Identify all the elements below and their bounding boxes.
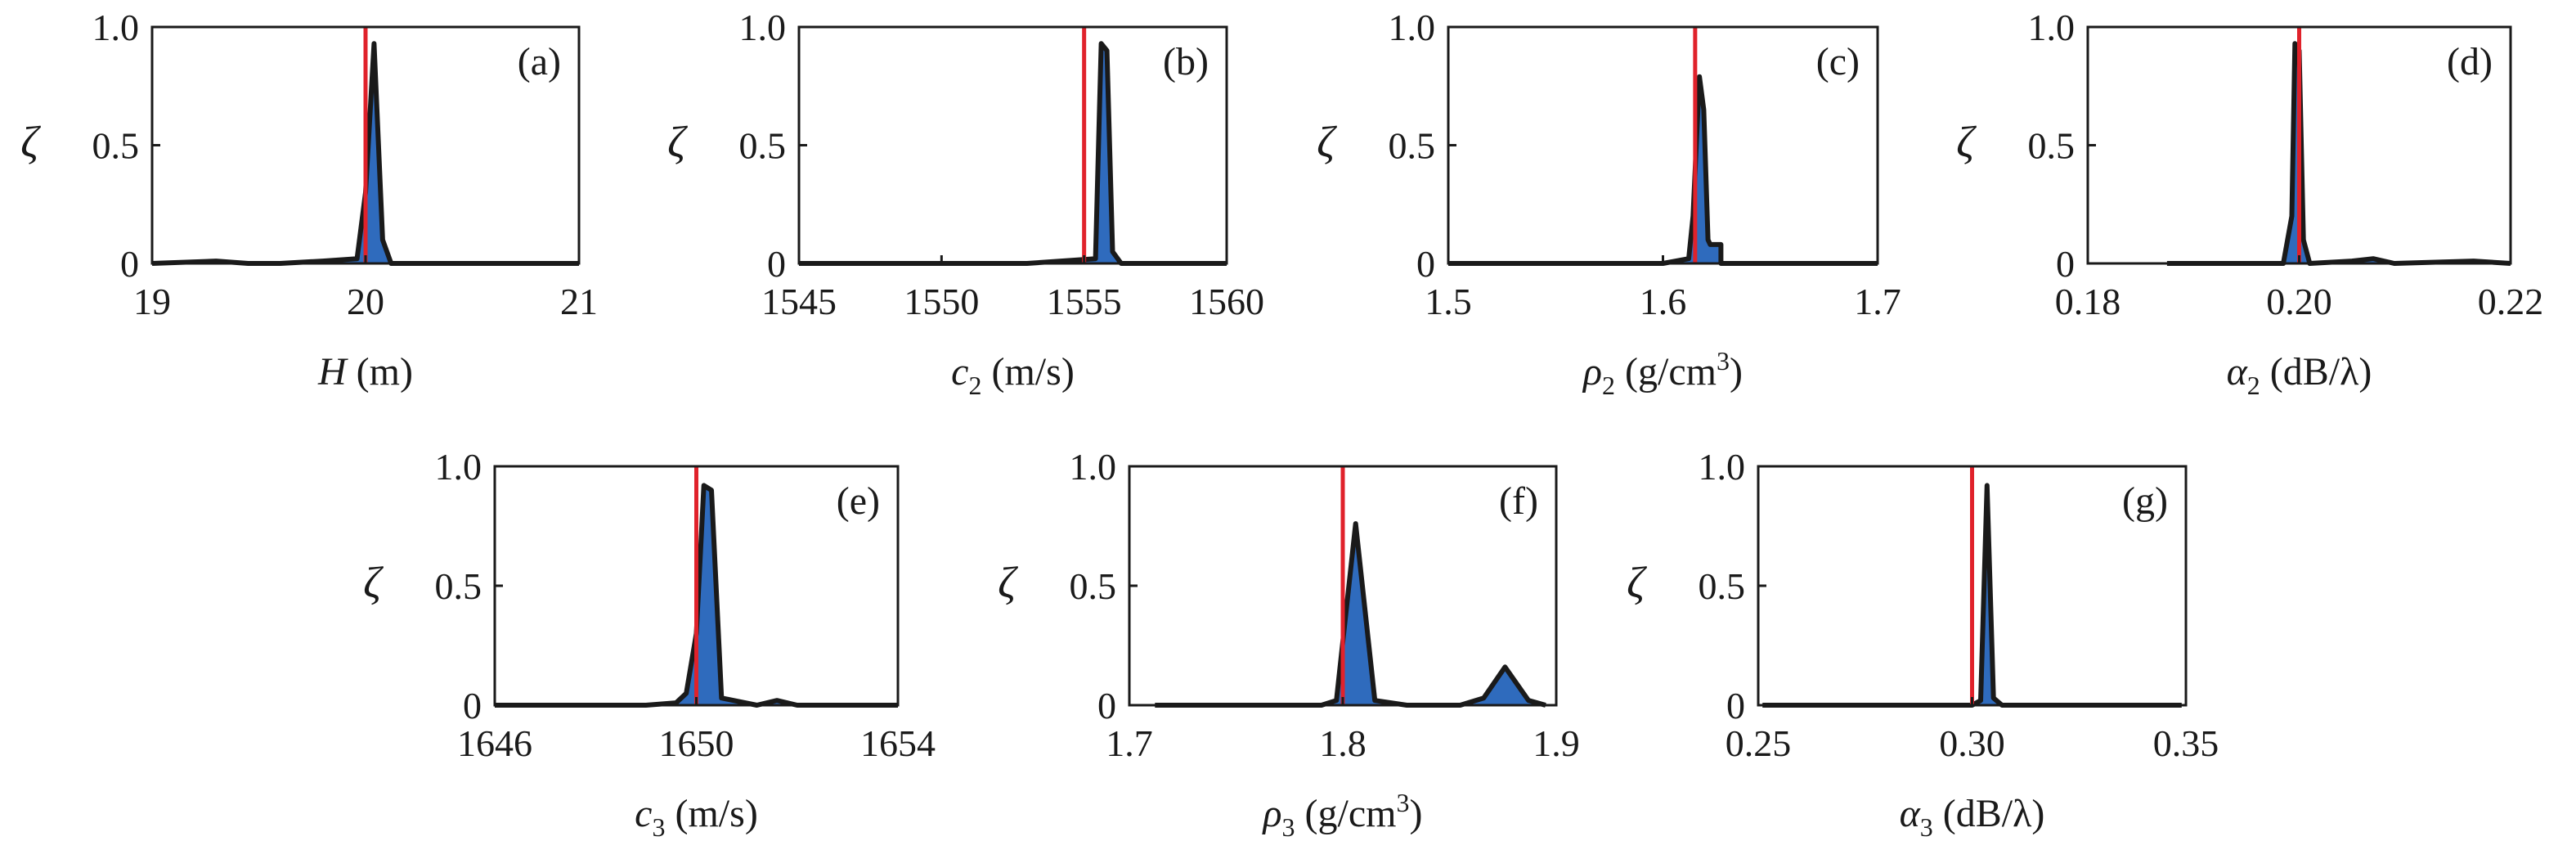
x-axis-label-e: c3 (m/s)	[635, 792, 758, 842]
y-tick-label-g: 0.5	[1699, 565, 1746, 607]
x-tick-label-b: 1550	[904, 281, 979, 322]
y-tick-label-g: 0	[1726, 685, 1745, 726]
y-tick-label-d: 0	[2056, 243, 2075, 285]
series-area-f	[1155, 524, 1546, 705]
x-tick-label-e: 1654	[860, 722, 936, 764]
y-tick-label-e: 1.0	[435, 446, 482, 488]
panel-b: 1545 1550 1555 1560 0 0.5 1.0 ζ (b) c2 (m/s)	[667, 7, 1264, 400]
x-tick-label-c: 1.5	[1425, 281, 1472, 322]
x-axis-label-b: c2 (m/s)	[951, 350, 1075, 400]
x-tick-label-g: 0.25	[1726, 722, 1792, 764]
panel-label-b: (b)	[1163, 40, 1209, 83]
x-tick-label-g: 0.30	[1939, 722, 2005, 764]
y-axis-label-d: ζ	[1956, 118, 1977, 167]
x-tick-label-b: 1545	[761, 281, 837, 322]
x-tick-label-e: 1650	[659, 722, 734, 764]
series-line-c	[1448, 74, 1878, 266]
panel-label-c: (c)	[1816, 40, 1860, 83]
panel-c: 1.5 1.6 1.7 0 0.5 1.0 ζ (c) ρ2 (g/cm3)	[1317, 7, 1901, 400]
plot-frame-c	[1447, 25, 1879, 265]
x-tick-label-d: 0.20	[2266, 281, 2332, 322]
panel-label-g: (g)	[2122, 479, 2168, 523]
panel-e: 1646 1650 1654 0 0.5 1.0 ζ (e) c3 (m/s)	[363, 446, 936, 842]
panel-label-f: (f)	[1499, 479, 1538, 523]
panel-label-e: (e)	[837, 479, 880, 523]
y-tick-label-b: 0	[767, 243, 786, 285]
y-tick-label-g: 1.0	[1699, 446, 1746, 488]
y-axis-label-e: ζ	[363, 558, 384, 607]
x-tick-label-d: 0.22	[2478, 281, 2544, 322]
x-tick-label-c: 1.6	[1640, 281, 1687, 322]
y-tick-label-a: 1.0	[92, 7, 140, 48]
x-tick-label-a: 21	[560, 281, 598, 322]
x-tick-label-f: 1.9	[1533, 722, 1580, 764]
y-tick-label-c: 1.0	[1389, 7, 1436, 48]
y-tick-label-d: 0.5	[2028, 125, 2076, 167]
panel-d: 0.18 0.20 0.22 0 0.5 1.0 ζ (d) α2 (dB/λ)	[1956, 7, 2543, 400]
y-tick-label-f: 1.0	[1070, 446, 1117, 488]
panel-a: 19 20 21 0 0.5 1.0 ζ (a) H (m)	[20, 7, 598, 394]
y-axis-label-c: ζ	[1317, 118, 1337, 167]
x-tick-label-a: 19	[133, 281, 171, 322]
panel-label-a: (a)	[518, 40, 561, 83]
y-axis-label-b: ζ	[667, 118, 688, 167]
x-axis-label-f: ρ3 (g/cm3)	[1262, 788, 1423, 842]
x-tick-label-b: 1560	[1189, 281, 1264, 322]
x-tick-label-g: 0.35	[2153, 722, 2219, 764]
y-tick-label-f: 0.5	[1070, 565, 1117, 607]
panel-label-d: (d)	[2447, 40, 2493, 83]
x-axis-label-a: H (m)	[317, 350, 413, 394]
x-axis-label-d: α2 (dB/λ)	[2227, 350, 2372, 400]
y-tick-label-a: 0	[120, 243, 139, 285]
x-tick-label-d: 0.18	[2055, 281, 2121, 322]
x-tick-label-f: 1.7	[1106, 722, 1153, 764]
y-tick-label-d: 1.0	[2028, 7, 2076, 48]
x-tick-label-a: 20	[347, 281, 384, 322]
x-tick-label-f: 1.8	[1319, 722, 1367, 764]
y-tick-label-f: 0	[1097, 685, 1116, 726]
y-axis-label-a: ζ	[20, 118, 41, 167]
series-area-c	[1448, 76, 1878, 263]
y-tick-label-e: 0.5	[435, 565, 482, 607]
panel-f: 1.7 1.8 1.9 0 0.5 1.0 ζ (f) ρ3 (g/cm3)	[998, 446, 1580, 842]
y-axis-label-f: ζ	[998, 558, 1018, 607]
panel-g: 0.25 0.30 0.35 0 0.5 1.0 ζ (g) α3 (dB/λ)	[1627, 446, 2219, 842]
y-tick-label-c: 0.5	[1389, 125, 1436, 167]
y-tick-label-e: 0	[463, 685, 482, 726]
y-tick-label-b: 0.5	[739, 125, 787, 167]
y-tick-label-b: 1.0	[739, 7, 787, 48]
y-tick-label-a: 0.5	[92, 125, 140, 167]
x-tick-label-b: 1555	[1047, 281, 1122, 322]
x-axis-label-g: α3 (dB/λ)	[1900, 792, 2045, 842]
x-tick-label-c: 1.7	[1854, 281, 1901, 322]
x-axis-label-c: ρ2 (g/cm3)	[1582, 346, 1743, 400]
y-axis-label-g: ζ	[1627, 558, 1647, 607]
y-tick-label-c: 0	[1416, 243, 1435, 285]
x-tick-label-e: 1646	[457, 722, 532, 764]
